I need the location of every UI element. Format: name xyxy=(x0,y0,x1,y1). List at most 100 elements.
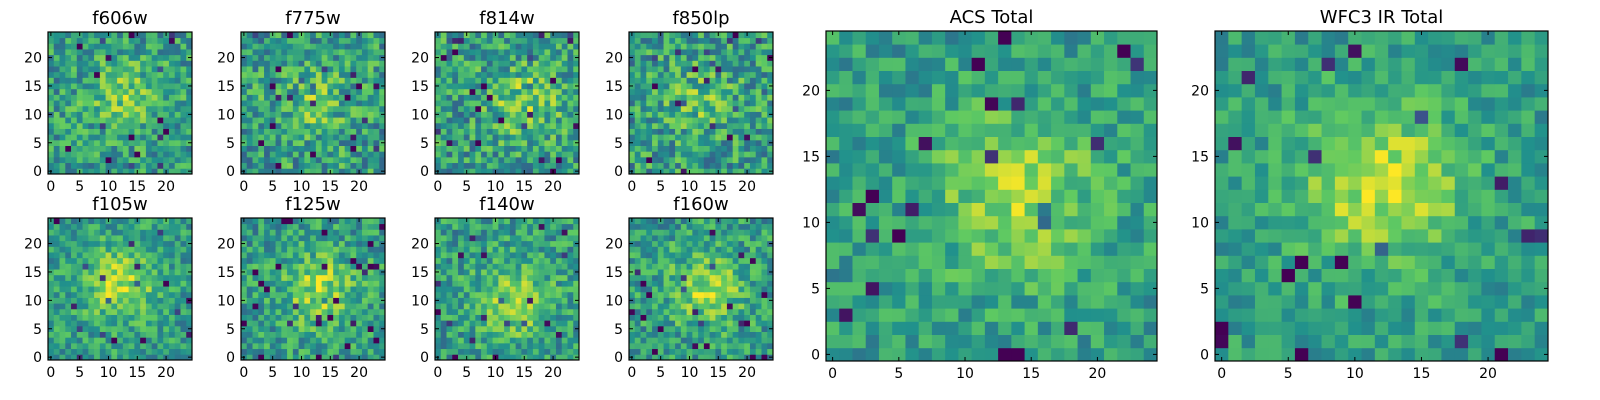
heatmap-cell xyxy=(492,151,499,158)
heatmap-cell xyxy=(761,134,768,141)
heatmap-cell xyxy=(333,308,340,315)
heatmap-cell xyxy=(749,32,757,39)
heatmap-cell xyxy=(59,320,66,327)
heatmap-cell xyxy=(174,139,181,146)
heatmap-cell xyxy=(738,77,745,84)
heatmap-cell xyxy=(481,308,488,315)
heatmap-cell xyxy=(88,263,95,270)
heatmap-cell xyxy=(275,348,282,355)
heatmap-cell xyxy=(435,43,442,50)
heatmap-cell xyxy=(452,168,459,175)
heatmap-cell xyxy=(65,274,72,281)
heatmap-cell xyxy=(732,354,739,361)
heatmap-cell xyxy=(48,156,55,164)
heatmap-cell xyxy=(59,235,66,242)
heatmap-cell xyxy=(703,151,711,158)
heatmap-cell xyxy=(749,308,757,315)
x-tick-label: 20 xyxy=(544,365,562,381)
heatmap-cell xyxy=(258,325,265,332)
heatmap-cell xyxy=(111,60,118,67)
panel-title: f814w xyxy=(479,8,534,29)
heatmap-cell xyxy=(544,49,551,56)
heatmap-cell xyxy=(527,134,534,141)
heatmap-cell xyxy=(140,280,147,287)
heatmap-cell xyxy=(703,156,711,164)
heatmap-cell xyxy=(373,145,380,152)
heatmap-cell xyxy=(163,257,170,264)
heatmap-cell xyxy=(344,111,351,118)
heatmap-cell xyxy=(264,88,271,95)
heatmap-cell xyxy=(327,325,334,332)
heatmap-cell xyxy=(680,32,687,39)
heatmap-cell xyxy=(767,49,774,56)
heatmap-cell xyxy=(715,342,722,350)
heatmap-cell xyxy=(287,337,294,344)
heatmap-cell xyxy=(652,54,659,61)
heatmap-cell xyxy=(128,337,135,344)
heatmap-cell xyxy=(652,286,659,293)
heatmap-cell xyxy=(94,145,101,152)
heatmap-cell xyxy=(310,156,317,164)
heatmap-cell xyxy=(532,162,540,169)
heatmap-cell xyxy=(287,274,294,281)
heatmap-cell xyxy=(498,71,505,78)
heatmap-cell xyxy=(652,49,659,56)
heatmap-cell xyxy=(550,320,557,327)
heatmap-cell xyxy=(298,105,305,112)
heatmap-cell xyxy=(738,291,745,298)
heatmap-cell xyxy=(686,280,693,287)
heatmap-cell xyxy=(163,117,170,124)
heatmap-cell xyxy=(315,257,323,264)
heatmap-cell xyxy=(463,252,470,259)
heatmap-cell xyxy=(709,156,716,164)
heatmap-cell xyxy=(333,100,340,107)
heatmap-cell xyxy=(458,145,465,152)
heatmap-cell xyxy=(709,32,716,39)
heatmap-cell xyxy=(492,280,499,287)
heatmap-cell xyxy=(180,280,187,287)
heatmap-cell xyxy=(732,66,739,73)
heatmap-cell xyxy=(715,88,722,95)
heatmap-cell xyxy=(361,325,369,332)
heatmap-cell xyxy=(168,325,176,332)
heatmap-cell xyxy=(567,308,574,315)
heatmap-cell xyxy=(509,66,517,73)
heatmap-cell xyxy=(492,83,499,90)
heatmap-cell xyxy=(59,32,66,39)
heatmap-cell xyxy=(246,331,253,338)
heatmap-cell xyxy=(180,235,187,242)
heatmap-cell xyxy=(738,105,745,112)
heatmap-cell xyxy=(686,145,693,152)
heatmap-cell xyxy=(486,54,493,61)
heatmap-cell xyxy=(304,291,311,298)
heatmap-cell xyxy=(157,263,164,270)
heatmap-cell xyxy=(509,117,517,124)
heatmap-cell xyxy=(163,263,170,270)
heatmap-cell xyxy=(180,354,187,361)
heatmap-cell xyxy=(709,122,716,129)
heatmap-cell xyxy=(373,257,380,264)
heatmap-cell xyxy=(275,134,282,141)
heatmap-cell xyxy=(481,240,488,247)
heatmap-cell xyxy=(48,94,55,101)
heatmap-cell xyxy=(88,105,95,112)
heatmap-cell xyxy=(458,354,465,361)
heatmap-cell xyxy=(269,134,276,141)
heatmap-cell xyxy=(561,111,568,118)
heatmap-cell xyxy=(481,145,488,152)
y-tick-label: 10 xyxy=(605,107,623,123)
heatmap-cell xyxy=(709,128,716,135)
heatmap-cell xyxy=(634,100,641,107)
heatmap-cell xyxy=(692,156,699,164)
heatmap-cell xyxy=(298,286,305,293)
heatmap-cell xyxy=(275,162,282,169)
heatmap-cell xyxy=(521,134,528,141)
heatmap-cell xyxy=(738,286,745,293)
heatmap-cell xyxy=(151,151,158,158)
heatmap-cell xyxy=(721,54,728,61)
heatmap-cell xyxy=(264,269,271,276)
heatmap-cell xyxy=(709,337,716,344)
heatmap-cell xyxy=(122,122,130,129)
heatmap-cell xyxy=(287,263,294,270)
heatmap-cell xyxy=(657,145,664,152)
